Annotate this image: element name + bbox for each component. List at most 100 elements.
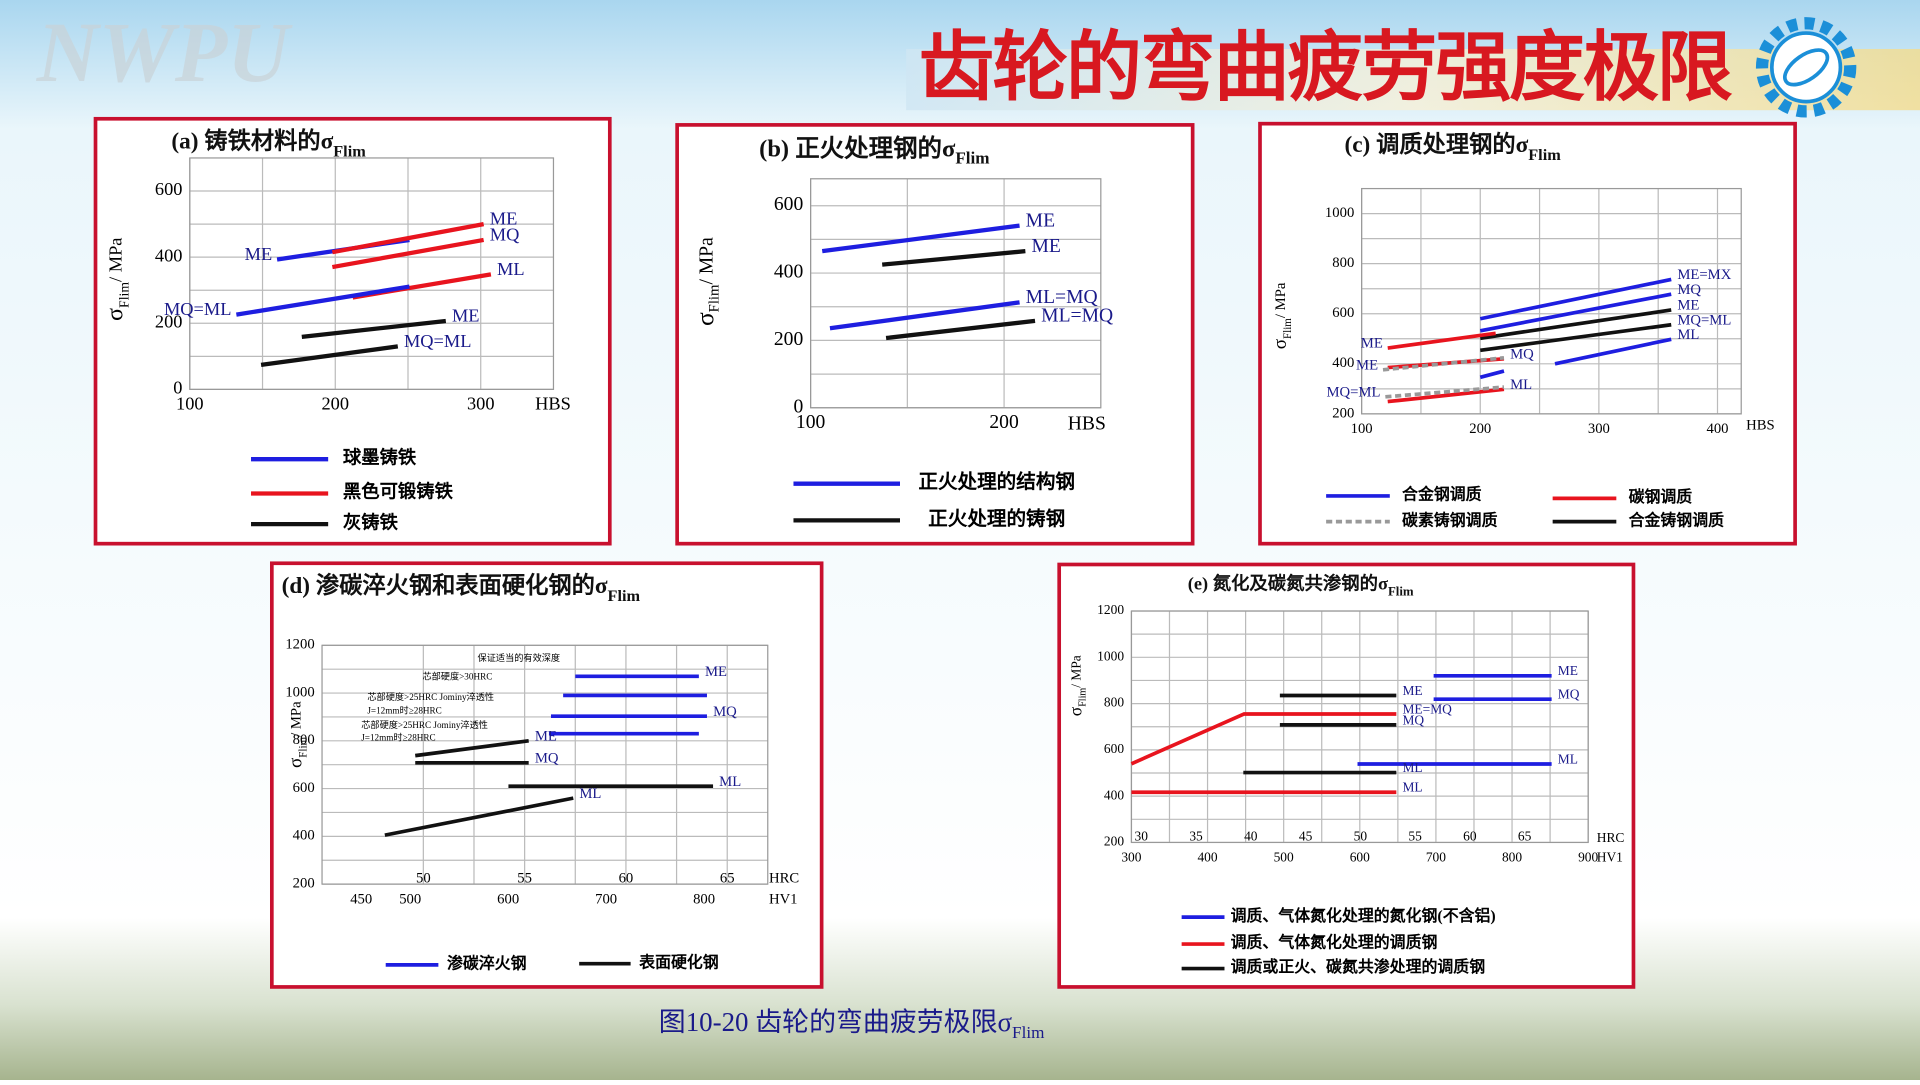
title-text: (d) 渗碳淬火钢和表面硬化钢的σ	[282, 572, 608, 599]
y-tick-label: 1000	[1325, 205, 1354, 221]
y-label-main: σ	[691, 312, 720, 326]
y-tick-label: 400	[293, 828, 315, 844]
x-tick-label: 60	[619, 871, 634, 887]
y-label-sub: Flim	[707, 284, 723, 312]
annotation: 芯部硬度>25HRC Jominy淬透性	[367, 691, 494, 702]
data-line	[881, 249, 1026, 267]
annotation: 芯部硬度>25HRC Jominy淬透性	[361, 719, 488, 730]
x-tick-label: 600	[1350, 849, 1370, 864]
data-line	[821, 223, 1020, 254]
title-text: (c) 调质处理钢的σ	[1344, 131, 1528, 158]
y-tick-label: 200	[293, 875, 315, 891]
y-axis-label: σFlim/ MPa	[286, 701, 309, 768]
x-tick-label: 65	[720, 871, 735, 887]
line-label: ME=MX	[1677, 267, 1731, 283]
title-text: (e) 氮化及碳氮共渗钢的σ	[1188, 573, 1388, 595]
y-axis-label: σFlim/ MPa	[1066, 655, 1089, 716]
x-tick-label: 300	[1121, 849, 1141, 864]
y-tick-label: 600	[1332, 305, 1354, 321]
x-tick-label: 100	[796, 412, 826, 433]
title-sub: Flim	[955, 149, 989, 168]
line-label: ME	[1026, 210, 1055, 231]
line-label: ME	[1031, 236, 1060, 257]
y-axis-label: σFlim/ MPa	[103, 238, 131, 321]
legend-label: 碳钢调质	[1629, 487, 1693, 506]
y-label-unit: / MPa	[696, 237, 717, 285]
data-line	[1387, 331, 1496, 350]
line-label: ME	[490, 209, 518, 229]
y-label-sub: Flim	[1077, 688, 1088, 707]
x-tick-label: 200	[321, 394, 349, 414]
x2-tick-label: 45	[1299, 829, 1313, 844]
x-tick-label: 100	[176, 394, 204, 414]
legend-label: 调质、气体氮化处理的调质钢	[1231, 933, 1438, 952]
annotation: J=12mm时≥28HRC	[361, 731, 435, 742]
y-label-main: σ	[1270, 339, 1291, 349]
x-axis-label: HBS	[535, 394, 571, 414]
plot-frame	[1361, 187, 1742, 415]
x2-tick-label: 55	[1408, 829, 1422, 844]
data-line	[829, 300, 1020, 331]
y-tick-label: 0	[173, 378, 182, 398]
x-tick-label: 400	[1706, 421, 1728, 437]
y-tick-label: 1000	[1097, 648, 1124, 663]
x-tick-label: 700	[1426, 849, 1446, 864]
x-axis-label: HBS	[1068, 413, 1106, 434]
line-label: MQ	[1510, 347, 1534, 363]
line-label: ML	[719, 774, 741, 790]
line-label: ME	[452, 305, 480, 325]
x2-tick-label: 500	[399, 891, 421, 907]
y-tick-label: 200	[155, 311, 183, 331]
x2-tick-label: 600	[497, 891, 519, 907]
x-tick-label: 400	[1197, 849, 1217, 864]
y-tick-label: 1200	[1097, 602, 1124, 617]
plot-frame	[810, 178, 1102, 409]
line-label: ME	[245, 244, 273, 264]
title-sub: Flim	[1528, 145, 1561, 164]
line-label: ME	[705, 664, 727, 680]
chart-title: (e) 氮化及碳氮共渗钢的σFlim	[1188, 573, 1414, 599]
data-line	[1130, 712, 1397, 766]
plot-frame	[189, 157, 555, 390]
x2-tick-label: 700	[595, 891, 617, 907]
y-label-sub: Flim	[297, 736, 309, 757]
y-tick-label: 600	[293, 780, 315, 796]
x-tick-label: 100	[1351, 421, 1373, 437]
y-tick-label: 200	[1332, 405, 1354, 421]
y-tick-label: 1000	[285, 684, 314, 700]
x-tick-label: 55	[517, 871, 532, 887]
data-line	[1385, 385, 1505, 399]
line-label: MQ	[535, 750, 559, 766]
line-label: ME	[535, 729, 557, 745]
line-label: ME	[1356, 358, 1378, 374]
legend-label: 合金铸钢调质	[1629, 510, 1725, 529]
x-axis-label: HBS	[1746, 417, 1775, 433]
y-tick-label: 1200	[285, 637, 314, 653]
y-tick-label: 600	[155, 179, 183, 199]
data-line	[1387, 387, 1505, 404]
title-sub: Flim	[608, 586, 641, 605]
line-label: MQ	[490, 224, 520, 244]
line-label: MQ=ML	[164, 299, 231, 319]
y-label-unit: / MPa	[1273, 282, 1289, 318]
line-label: ML	[579, 786, 601, 802]
title-band	[906, 48, 1920, 111]
x2-tick-label: 30	[1135, 829, 1149, 844]
legend-label: 正火处理的铸钢	[928, 507, 1065, 530]
data-line	[301, 318, 447, 339]
line-label: MQ	[713, 704, 737, 720]
x2-tick-label: 800	[693, 891, 715, 907]
data-line	[1554, 337, 1672, 366]
line-label: ML	[1558, 751, 1578, 766]
data-line	[885, 318, 1036, 341]
line-label: MQ=ML	[404, 331, 471, 351]
x2-tick-label: 50	[1354, 829, 1368, 844]
data-line	[1479, 292, 1672, 333]
x-tick-label: 900	[1578, 849, 1598, 864]
annotation: 芯部硬度>30HRC	[422, 670, 492, 681]
line-label: ME	[1361, 336, 1383, 352]
x2-axis-label: HRC	[1597, 830, 1625, 845]
